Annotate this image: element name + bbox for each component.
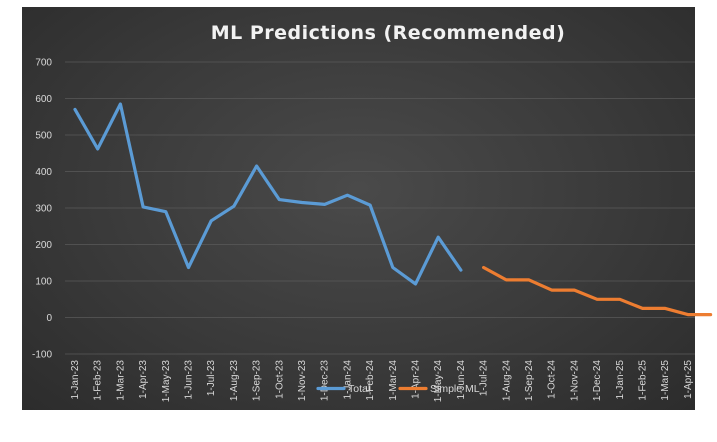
x-tick-label: 1-Jul-23 — [206, 360, 217, 397]
x-tick-label: 1-May-24 — [433, 360, 444, 403]
chart-area — [22, 7, 695, 410]
legend-label: Simple ML — [430, 383, 480, 395]
x-tick-label: 1-Jun-24 — [456, 360, 467, 400]
legend-item-simple-ml[interactable]: Simple ML — [398, 383, 480, 395]
x-tick-label: 1-May-23 — [161, 360, 172, 403]
x-tick-label: 1-Apr-24 — [411, 360, 422, 399]
gridlines — [65, 61, 695, 355]
x-tick-label: 1-Dec-24 — [592, 360, 603, 402]
y-tick-label: 300 — [35, 204, 52, 215]
x-tick-label: 1-Aug-24 — [501, 360, 512, 402]
x-tick-label: 1-Jan-24 — [342, 360, 353, 400]
x-tick-label: 1-Sep-24 — [524, 360, 535, 402]
y-tick-label: 100 — [35, 277, 52, 288]
x-tick-label: 1-Sep-23 — [252, 360, 263, 402]
x-tick-label: 1-Jan-23 — [70, 360, 81, 400]
y-tick-label: 600 — [35, 94, 52, 105]
x-tick-label: 1-Jan-25 — [615, 360, 626, 400]
series-line-total — [73, 102, 463, 286]
series-lines — [73, 102, 713, 317]
y-tick-label: -100 — [32, 350, 52, 361]
x-tick-label: 1-Apr-23 — [138, 360, 149, 399]
y-tick-label: 700 — [35, 58, 52, 69]
x-tick-label: 1-Feb-25 — [638, 360, 649, 401]
legend[interactable]: Total Simple ML — [316, 383, 480, 395]
y-tick-label: 0 — [46, 313, 52, 324]
x-tick-label: 1-Feb-24 — [365, 360, 376, 401]
legend-label: Total — [348, 383, 370, 395]
y-tick-label: 500 — [35, 131, 52, 142]
x-tick-label: 1-Feb-23 — [93, 360, 104, 401]
x-tick-label: 1-Jul-24 — [479, 360, 490, 397]
x-tick-label: 1-Mar-23 — [115, 360, 126, 401]
x-tick-label: 1-Dec-23 — [320, 360, 331, 402]
x-tick-label: 1-Mar-24 — [388, 360, 399, 401]
x-tick-label: 1-Mar-25 — [660, 360, 671, 401]
x-tick-label: 1-Oct-23 — [274, 360, 285, 399]
x-tick-label: 1-Nov-23 — [297, 360, 308, 402]
x-tick-label: 1-Oct-24 — [547, 360, 558, 399]
y-tick-label: 200 — [35, 240, 52, 251]
x-tick-label: 1-Apr-25 — [683, 360, 694, 399]
y-axis-ticks: 700 600 500 400 300 200 100 0 -100 — [32, 58, 52, 361]
legend-item-total[interactable]: Total — [316, 383, 370, 395]
series-line-simple-ml — [482, 265, 713, 317]
chart-title: ML Predictions (Recommended) — [211, 22, 566, 44]
x-tick-label: 1-Aug-23 — [229, 360, 240, 402]
y-tick-label: 400 — [35, 167, 52, 178]
x-axis-ticks: 1-Jan-23 1-Feb-23 1-Mar-23 1-Apr-23 1-May-23… — [70, 360, 694, 403]
x-tick-label: 1-Jun-23 — [184, 360, 195, 400]
x-tick-label: 1-Nov-24 — [569, 360, 580, 402]
